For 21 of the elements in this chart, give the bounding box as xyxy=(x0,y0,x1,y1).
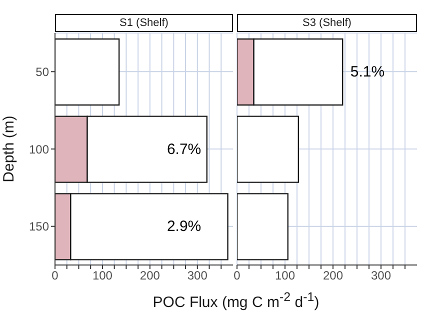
x-axis-title: POC Flux (mg C m$^{-2}$ d$^{-1}$) xyxy=(152,290,320,311)
x-tick-label: 200 xyxy=(322,268,344,283)
x-tick-label: 300 xyxy=(187,268,208,283)
annotation: 6.7% xyxy=(166,140,202,158)
chart-title: S1 (Shelf) xyxy=(55,14,233,32)
bar xyxy=(55,38,120,106)
x-tick-label: 200 xyxy=(140,268,160,283)
y-tick-label: 100 xyxy=(28,142,50,156)
chart-title: S3 (Shelf) xyxy=(237,14,417,32)
y-tick-label: 150 xyxy=(28,220,50,234)
bar xyxy=(237,116,300,183)
x-tick-label: 300 xyxy=(370,268,392,283)
bar xyxy=(237,193,288,260)
x-tick-label: 0 xyxy=(52,268,59,283)
annotation: 2.9% xyxy=(166,218,202,236)
y-axis-title: Depth (m) xyxy=(0,116,18,182)
x-tick-label: 0 xyxy=(234,268,241,283)
y-tick-label: 50 xyxy=(36,64,50,79)
annotation: 5.1% xyxy=(350,64,385,80)
x-tick-label: 100 xyxy=(92,268,113,283)
x-tick-label: 100 xyxy=(274,268,296,283)
